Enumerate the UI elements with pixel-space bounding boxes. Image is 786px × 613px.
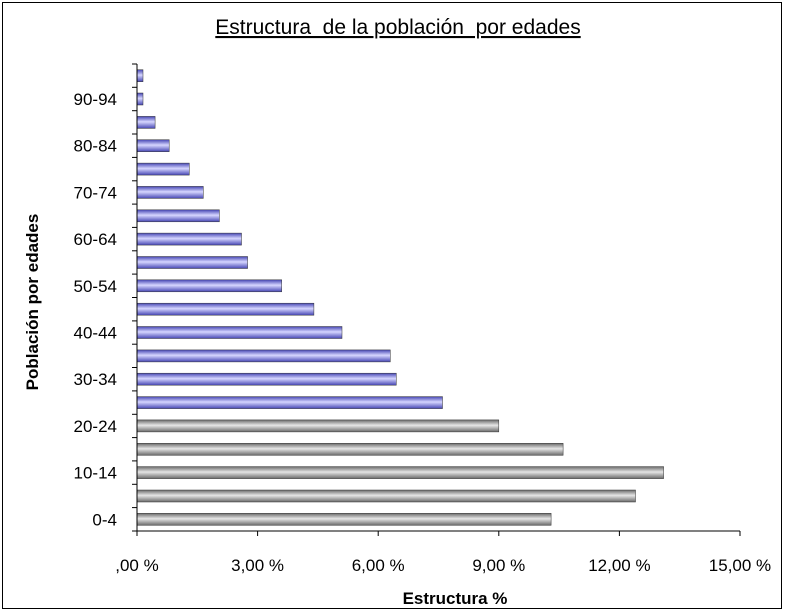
bar-25-29 bbox=[136, 396, 443, 409]
bar-40-44 bbox=[136, 326, 343, 339]
x-tick-label: 9,00 % bbox=[472, 556, 525, 575]
x-tick-label: 12,00 % bbox=[588, 556, 650, 575]
y-tick-label: 0-4 bbox=[92, 510, 117, 529]
bar-5-9 bbox=[136, 489, 636, 503]
bar-75-79 bbox=[136, 162, 190, 176]
x-axis-title: Estructura % bbox=[403, 589, 508, 608]
y-tick-label: 90-94 bbox=[74, 90, 117, 109]
y-tick-label: 30-34 bbox=[74, 370, 117, 389]
x-tick-labels: ,00 % 3,00 % 6,00 % 9,00 % 12,00 % 15,00 % bbox=[115, 556, 771, 575]
y-tick-label: 50-54 bbox=[74, 277, 117, 296]
bar-50-54 bbox=[136, 279, 282, 293]
x-tick-label: 6,00 % bbox=[352, 556, 405, 575]
bar-30-34 bbox=[136, 372, 397, 386]
x-tick-label: 3,00 % bbox=[231, 556, 284, 575]
chart-title: Estructura de la población por edades bbox=[215, 16, 580, 39]
y-tick-label: 40-44 bbox=[74, 324, 117, 343]
bar-45-49 bbox=[136, 302, 315, 316]
x-tick-label: 15,00 % bbox=[709, 556, 771, 575]
bar-85-89 bbox=[136, 116, 156, 129]
y-tick-label: 80-84 bbox=[74, 137, 117, 156]
y-tick-labels: 0-4 10-14 20-24 30-34 40-44 50-54 60-64 70-74 80… bbox=[74, 90, 117, 529]
bar-70-74 bbox=[136, 186, 204, 199]
bars bbox=[136, 69, 664, 526]
bar-35-39 bbox=[136, 349, 391, 363]
bar-65-69 bbox=[136, 209, 220, 223]
bar-80-84 bbox=[136, 139, 170, 152]
bar-90-94 bbox=[136, 92, 144, 106]
x-tick-label: ,00 % bbox=[115, 556, 158, 575]
bar-10-14 bbox=[136, 466, 664, 479]
bar-60-64 bbox=[136, 232, 242, 246]
y-tick-label: 60-64 bbox=[74, 230, 117, 249]
bar-0-4 bbox=[136, 513, 552, 526]
bar-55-59 bbox=[136, 256, 248, 269]
bar-95+ bbox=[136, 69, 144, 82]
y-tick-label: 70-74 bbox=[74, 183, 117, 202]
tick-marks bbox=[132, 63, 741, 536]
bar-20-24 bbox=[136, 419, 500, 433]
y-axis-title: Población por edades bbox=[23, 214, 42, 391]
bar-15-19 bbox=[136, 443, 564, 456]
y-tick-label: 20-24 bbox=[74, 417, 117, 436]
y-tick-label: 10-14 bbox=[74, 464, 117, 483]
